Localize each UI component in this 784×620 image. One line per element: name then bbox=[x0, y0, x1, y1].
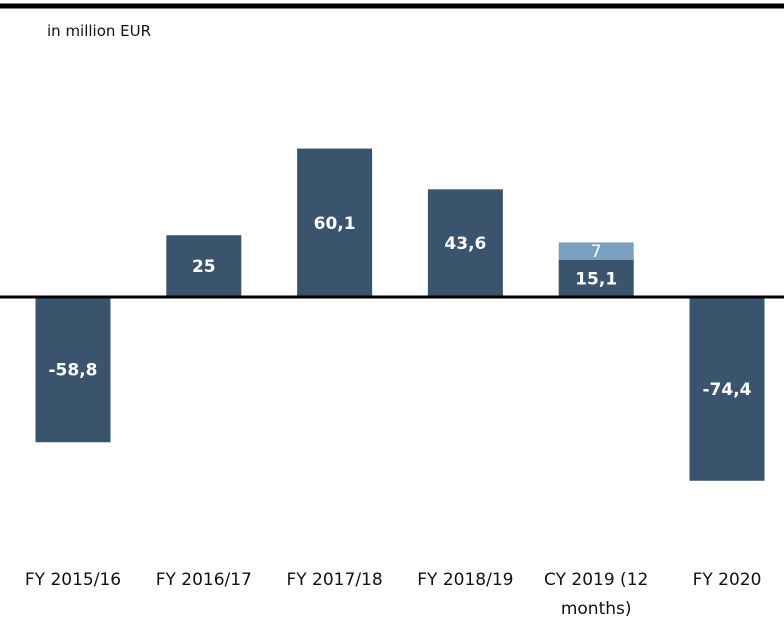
value-label: 15,1 bbox=[575, 269, 617, 289]
value-label: -74,4 bbox=[703, 380, 752, 400]
bar bbox=[558, 242, 634, 260]
bar bbox=[689, 297, 765, 481]
x-tick-label: FY 2020 bbox=[692, 570, 762, 590]
value-label: 60,1 bbox=[314, 214, 356, 234]
bar bbox=[297, 148, 373, 297]
x-tick-label: FY 2015/16 bbox=[24, 570, 122, 590]
value-label: 25 bbox=[192, 257, 216, 277]
subtitle: in million EUR bbox=[47, 22, 152, 40]
value-label: 43,6 bbox=[444, 234, 486, 254]
x-tick-label: FY 2018/19 bbox=[417, 570, 514, 590]
value-label: -58,8 bbox=[49, 361, 98, 381]
bar bbox=[427, 189, 503, 297]
bar bbox=[166, 235, 242, 297]
x-tick-label: FY 2016/17 bbox=[155, 570, 252, 590]
value-label: 7 bbox=[591, 242, 602, 262]
bar bbox=[35, 297, 111, 443]
x-tick-label: CY 2019 (12 months) bbox=[544, 570, 649, 619]
bar bbox=[558, 259, 634, 297]
x-tick-label: FY 2017/18 bbox=[286, 570, 383, 590]
